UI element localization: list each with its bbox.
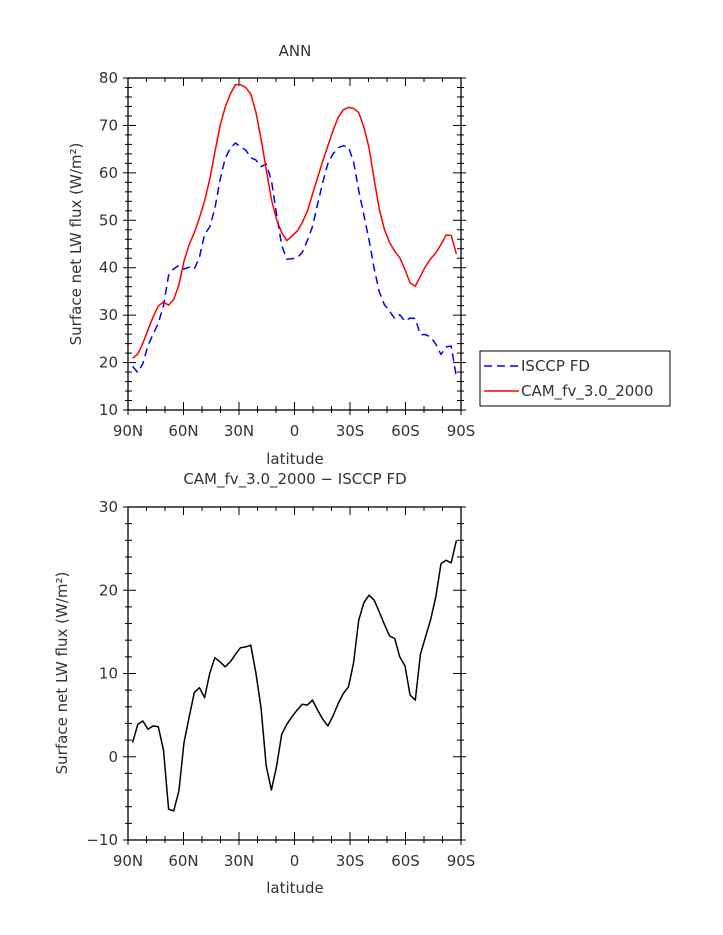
series-line-isccp-fd	[132, 142, 458, 378]
x-tick-label: 90S	[447, 422, 476, 440]
x-tick-label: 30S	[336, 852, 365, 870]
legend-label-cam: CAM_fv_3.0_2000	[521, 382, 653, 401]
x-tick-label: 60N	[168, 422, 198, 440]
y-axis-label: Surface net LW flux (W/m²)	[67, 143, 85, 346]
plot-frame	[127, 506, 462, 841]
x-tick-label: 90N	[113, 422, 143, 440]
y-tick-label: 30	[99, 498, 118, 516]
annual-flux-chart: ANN latitude Surface net LW flux (W/m²) …	[67, 42, 475, 468]
series-line-difference	[131, 540, 458, 812]
plot-area: 90N 60N 30N 0 30S 60S 90S 10 20 30 40 50 60 70 80	[99, 69, 475, 440]
legend: ISCCP FD CAM_fv_3.0_2000	[479, 350, 671, 407]
legend-label-isccp: ISCCP FD	[521, 357, 590, 375]
y-tick-label: 40	[99, 259, 118, 277]
y-tick-label: 80	[99, 69, 118, 87]
series-line-cam-fv-3-0-2000	[132, 83, 458, 359]
chart-title: CAM_fv_3.0_2000 − ISCCP FD	[183, 470, 406, 489]
x-tick-label: 90S	[447, 852, 476, 870]
legend-box	[479, 350, 671, 407]
x-tick-label: 30S	[336, 422, 365, 440]
x-tick-label: 30N	[224, 852, 254, 870]
y-tick-label: 10	[99, 401, 118, 419]
y-tick-label: −10	[86, 831, 118, 849]
y-tick-label: 10	[99, 665, 118, 683]
y-axis-label: Surface net LW flux (W/m²)	[53, 572, 71, 775]
x-tick-label: 0	[290, 422, 300, 440]
x-tick-label: 60S	[391, 422, 420, 440]
x-tick-label: 30N	[224, 422, 254, 440]
y-tick-label: 20	[99, 581, 118, 599]
chart-title: ANN	[279, 42, 312, 60]
y-tick-label: 20	[99, 354, 118, 372]
y-tick-label: 70	[99, 116, 118, 134]
y-tick-label: 0	[108, 748, 118, 766]
x-axis-label: latitude	[266, 450, 324, 468]
y-tick-label: 50	[99, 211, 118, 229]
x-axis-label: latitude	[266, 879, 324, 897]
x-tick-label: 0	[290, 852, 300, 870]
difference-chart: CAM_fv_3.0_2000 − ISCCP FD latitude Surf…	[53, 470, 475, 897]
y-tick-label: 30	[99, 306, 118, 324]
plot-frame	[127, 77, 462, 411]
plot-area: 90N 60N 30N 0 30S 60S 90S −10 0 10 20 30	[86, 498, 475, 870]
y-tick-label: 60	[99, 164, 118, 182]
x-tick-label: 60S	[391, 852, 420, 870]
x-tick-label: 60N	[168, 852, 198, 870]
x-tick-label: 90N	[113, 852, 143, 870]
